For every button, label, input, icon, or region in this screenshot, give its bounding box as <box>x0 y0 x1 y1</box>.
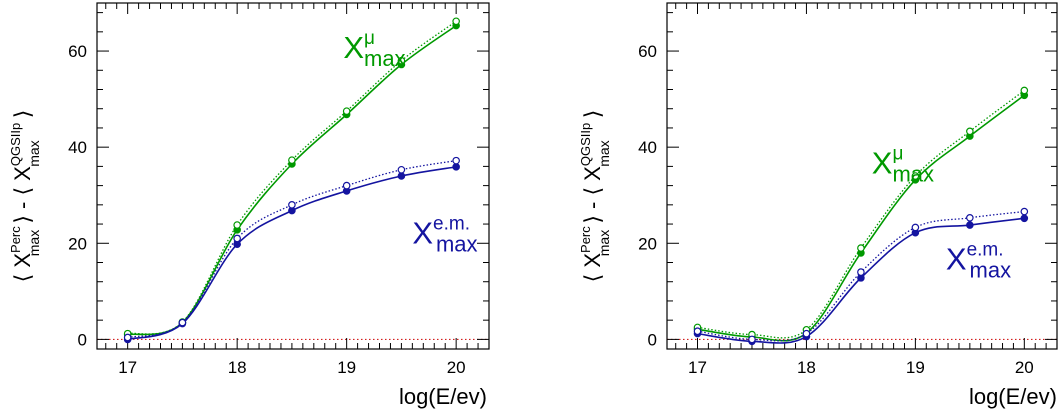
chart0-series-line-open-s1 <box>127 20 457 335</box>
chart0-x-tick-label: 19 <box>337 358 356 377</box>
chart0-data-point-open-s1 <box>288 156 296 164</box>
chart1-y-tick-label: 0 <box>648 330 657 349</box>
right-chart-panel: 17 18 19 20 0 20 40 60 log(E/ev) ⟨ XPerc max ⟩ - ⟨… <box>578 2 1058 409</box>
chart1-x-tick-label: 20 <box>1015 358 1034 377</box>
chart0-data-point-open-s1 <box>233 221 241 229</box>
chart0-data-point-open-s1 <box>397 56 406 65</box>
chart1-x-tick-label: 18 <box>797 358 816 377</box>
chart1-data-point-open-s3 <box>748 335 756 344</box>
chart0-y-tick-label: 60 <box>68 42 87 61</box>
chart0-data-point-open-s3 <box>178 318 187 327</box>
chart0-data-point-open-s3 <box>452 156 460 165</box>
chart0-data-point-open-s3 <box>123 333 132 342</box>
chart1-x-tick-label: 19 <box>906 358 925 377</box>
chart0-data-point-open-s1 <box>452 17 460 26</box>
chart1-data-point-filled-s2 <box>966 221 974 229</box>
chart1-data-point-open-s1 <box>911 172 920 180</box>
left-chart-panel: 17 18 19 20 0 20 40 60 log(E/ev) ⟨ XPerc max ⟩ - ⟨… <box>8 2 490 409</box>
chart1-y-tick-label: 60 <box>638 42 657 61</box>
chart0-y-tick-label: 0 <box>78 330 87 349</box>
chart0-data-point-open-s1 <box>342 107 351 115</box>
chart0-x-axis-label: log(E/ev) <box>399 384 487 409</box>
chart0-data-point-open-s3 <box>233 234 241 243</box>
chart1-data-point-open-s3 <box>857 268 865 276</box>
chart0-data-point-open-s3 <box>397 165 406 174</box>
chart0-series-line-filled-s0 <box>127 24 457 336</box>
chart1-y-tick-label: 20 <box>638 234 657 253</box>
chart0-y-tick-label: 20 <box>68 234 87 253</box>
chart1-y-axis-label: ⟨ XPerc max ⟩ - ⟨ XQGSIIp max ⟩ <box>578 110 612 283</box>
chart0-series-line-open-s3 <box>127 159 457 339</box>
chart1-series-line-open-s1 <box>697 89 1025 339</box>
chart0-x-tick-label: 20 <box>447 358 466 377</box>
chart1-data-point-open-s3 <box>1020 207 1029 216</box>
chart1-series-annotation: Xμ max <box>872 144 934 187</box>
chart1-data-point-open-s3 <box>911 223 920 232</box>
chart1-data-point-open-s1 <box>1020 86 1029 95</box>
chart1-data-point-filled-s2 <box>1020 214 1029 223</box>
chart1-data-point-open-s3 <box>693 327 702 336</box>
chart0-y-axis-label: ⟨ XPerc max ⟩ - ⟨ XQGSIIp max ⟩ <box>8 110 42 283</box>
chart0-x-tick-label: 18 <box>228 358 247 377</box>
chart0-series-annotation: Xμ max <box>343 28 405 71</box>
chart0-plot-frame <box>96 2 490 350</box>
chart1-x-tick-label: 17 <box>688 358 707 377</box>
chart1-data-point-open-s1 <box>966 127 974 136</box>
chart1-series-annotation: Xe.m. max <box>946 240 1011 283</box>
chart0-data-point-filled-s2 <box>452 163 460 171</box>
chart0-data-point-open-s3 <box>342 181 351 190</box>
chart1-data-point-open-s1 <box>857 244 865 252</box>
chart1-series-line-filled-s0 <box>697 94 1025 342</box>
chart0-y-tick-label: 40 <box>68 138 87 157</box>
chart0-data-point-open-s3 <box>288 201 296 209</box>
chart1-data-point-open-s3 <box>966 214 974 222</box>
chart1-x-axis-label: log(E/ev) <box>969 384 1057 409</box>
chart0-series-line-filled-s2 <box>127 166 457 341</box>
chart0-series-annotation: Xe.m. max <box>412 213 477 256</box>
chart0-data-point-filled-s2 <box>397 172 406 180</box>
chart1-plot-frame <box>666 2 1058 350</box>
chart1-data-point-open-s3 <box>802 329 811 338</box>
chart1-y-tick-label: 40 <box>638 138 657 157</box>
chart0-x-tick-label: 17 <box>118 358 137 377</box>
